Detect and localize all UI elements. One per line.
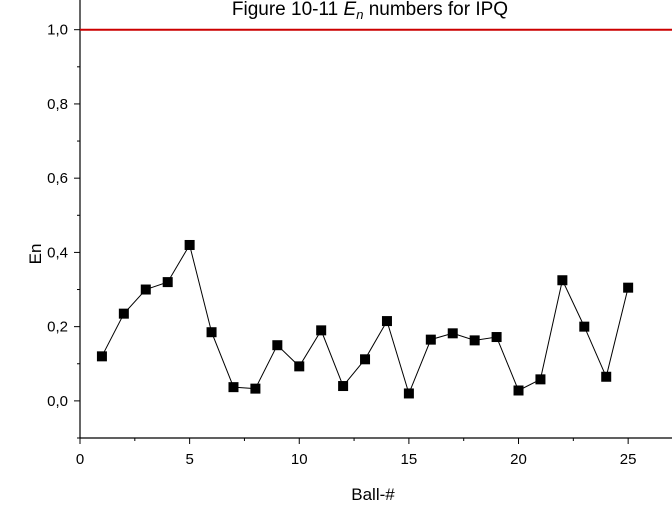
data-point bbox=[184, 239, 195, 250]
chart-title: Figure 10-11 En numbers for IPQ bbox=[232, 0, 508, 22]
x-tick-label: 25 bbox=[620, 451, 637, 468]
data-point bbox=[623, 282, 634, 293]
y-tick-label: 1,0 bbox=[47, 22, 68, 39]
data-point bbox=[491, 332, 502, 343]
x-tick-label: 15 bbox=[401, 451, 418, 468]
data-point bbox=[140, 284, 151, 295]
data-point bbox=[360, 354, 371, 365]
data-point bbox=[338, 381, 349, 392]
data-point bbox=[601, 371, 612, 382]
data-point bbox=[513, 385, 524, 396]
data-point bbox=[250, 383, 261, 394]
y-tick-label: 0,6 bbox=[47, 170, 68, 187]
x-tick-label: 0 bbox=[76, 451, 84, 468]
data-point bbox=[381, 316, 392, 327]
y-tick-label: 0,8 bbox=[47, 96, 68, 113]
y-tick-label: 0,2 bbox=[47, 319, 68, 336]
y-tick-label: 0,0 bbox=[47, 393, 68, 410]
data-point bbox=[469, 335, 480, 346]
data-point bbox=[557, 275, 568, 286]
data-point bbox=[162, 277, 173, 288]
x-axis-label: Ball-# bbox=[351, 485, 395, 504]
data-point bbox=[118, 308, 129, 319]
x-tick-label: 10 bbox=[291, 451, 308, 468]
data-point bbox=[272, 340, 283, 351]
series-layer bbox=[96, 239, 634, 399]
data-point bbox=[535, 374, 546, 385]
axes: 0 5 10 15 20 25 0,0 0,2 0,4 0,6 0,8 1,0 bbox=[47, 0, 672, 468]
x-tick-label: 20 bbox=[510, 451, 527, 468]
data-point bbox=[316, 325, 327, 336]
data-point bbox=[447, 328, 458, 339]
data-point bbox=[294, 361, 305, 372]
y-axis-label: En bbox=[26, 244, 45, 265]
data-point bbox=[425, 334, 436, 345]
data-point bbox=[228, 382, 239, 393]
data-point bbox=[206, 327, 217, 338]
data-point bbox=[96, 351, 107, 362]
data-point bbox=[403, 388, 414, 399]
data-point bbox=[579, 321, 590, 332]
x-tick-label: 5 bbox=[185, 451, 193, 468]
y-tick-label: 0,4 bbox=[47, 244, 68, 261]
series-line bbox=[101, 243, 629, 395]
